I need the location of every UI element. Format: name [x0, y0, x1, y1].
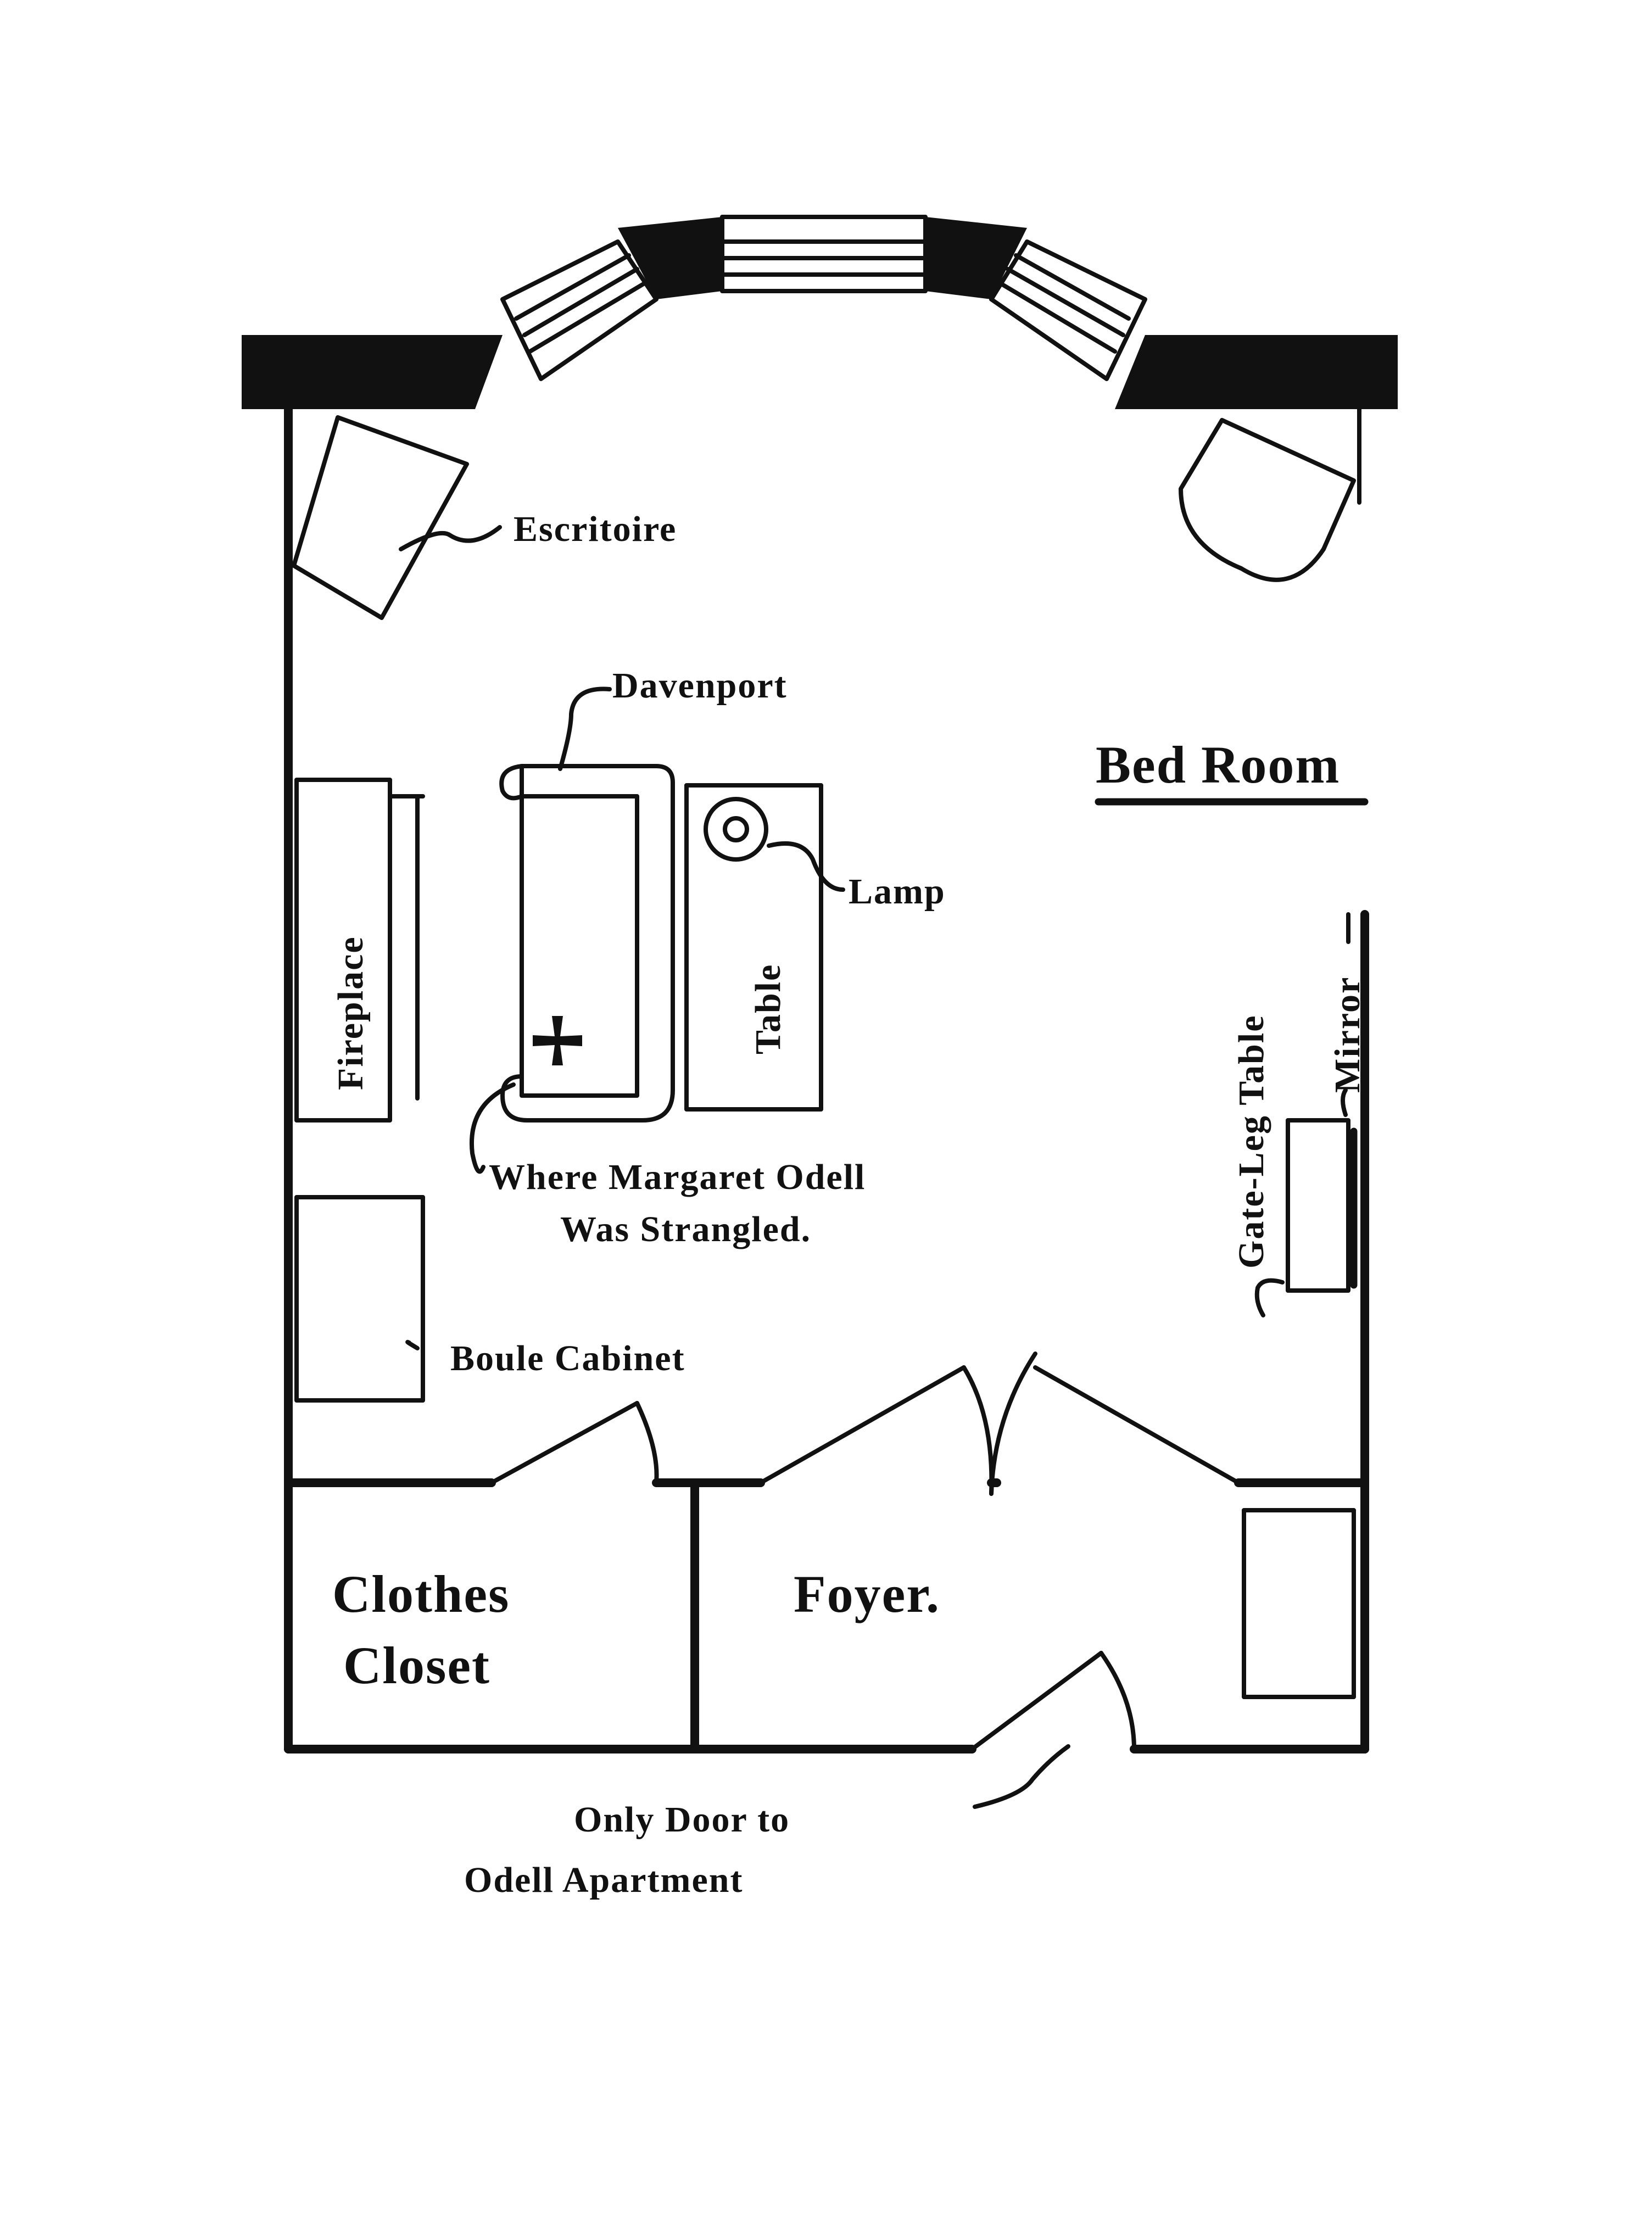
- furniture: [292, 415, 1358, 1699]
- table-shape: [684, 783, 823, 1112]
- clothes-closet-label-line1: Clothes: [332, 1565, 510, 1623]
- only-door-label-line1: Only Door to: [574, 1800, 790, 1840]
- davenport-label: Davenport: [612, 666, 788, 706]
- foyer-label: Foyer.: [794, 1565, 940, 1623]
- bed-room-label: Bed Room: [1096, 735, 1340, 794]
- where-label-line1: Where Margaret Odell: [489, 1157, 866, 1197]
- labels: Escritoire Davenport Bed Room Lamp Table…: [331, 509, 1368, 1900]
- top-wall-left: [242, 335, 503, 409]
- boule-cabinet-label: Boule Cabinet: [450, 1338, 685, 1378]
- doors: [489, 1352, 1241, 1751]
- gate-leg-table-label: Gate-Leg Table: [1231, 1014, 1271, 1269]
- where-label-line2: Was Strangled.: [560, 1209, 811, 1249]
- leader-lines: [399, 525, 1369, 1809]
- lamp-label: Lamp: [849, 872, 946, 912]
- clothes-closet-label-line2: Closet: [343, 1636, 490, 1695]
- foyer-cabinet-shape: [1242, 1508, 1356, 1699]
- bay-window: [242, 215, 1398, 505]
- boule-cabinet-shape: [294, 1195, 425, 1403]
- only-door-label-line2: Odell Apartment: [464, 1860, 743, 1900]
- top-wall-right: [1115, 335, 1398, 409]
- round-table-shape: [1179, 418, 1356, 582]
- mirror-label: Mirror: [1327, 976, 1368, 1093]
- bay-window-center: [720, 215, 928, 293]
- bay-pier-right: [925, 217, 1027, 299]
- fireplace-shape: [294, 778, 392, 1123]
- fireplace-label: Fireplace: [331, 936, 371, 1090]
- escritoire-shape: [292, 415, 469, 620]
- davenport-shape: [500, 764, 675, 1123]
- bay-pier-left: [618, 217, 722, 299]
- bay-window-left: [500, 239, 658, 381]
- walls: [284, 405, 1369, 1754]
- table-label: Table: [748, 964, 788, 1054]
- gate-leg-table-shape: [1286, 1118, 1350, 1293]
- lamp-shape: [704, 797, 768, 862]
- escritoire-label: Escritoire: [514, 509, 677, 549]
- bay-window-right: [989, 239, 1147, 381]
- cross-pattee-icon: [533, 1016, 582, 1065]
